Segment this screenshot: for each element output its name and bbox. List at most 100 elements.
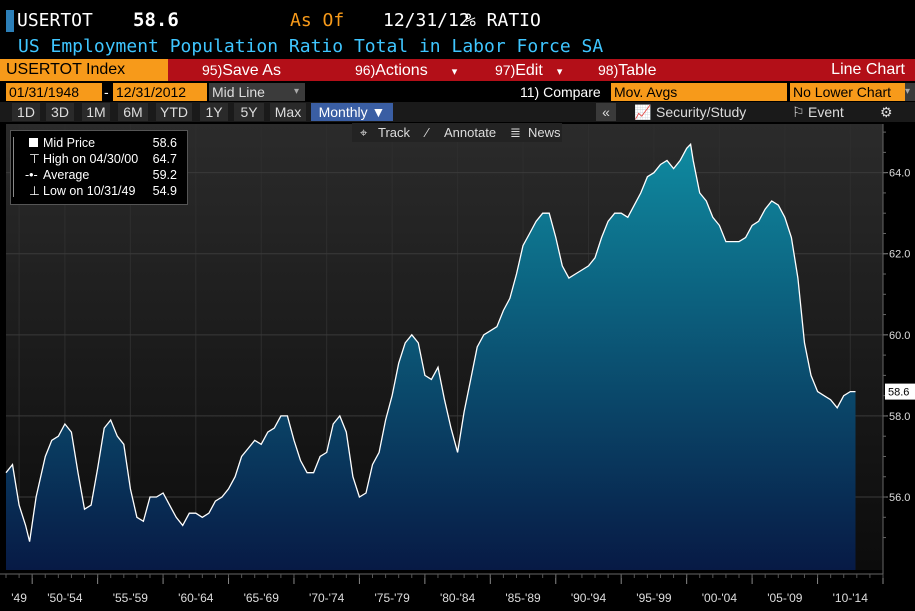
last-value-marker: 58.6 [885,383,915,400]
track-button[interactable]: Track [378,125,411,140]
y-axis-band [883,124,915,570]
menu-label: Edit [515,62,543,79]
collapse-icon[interactable]: « [596,103,616,121]
series-area [6,144,856,571]
chevron-down-icon: ▾ [556,66,563,78]
x-tick-label: '10-'14 [833,591,869,605]
legend-bracket [13,137,22,197]
legend-label: Low on 10/31/49 [43,184,136,198]
x-tick-label: '85-'89 [505,591,541,605]
legend-value: 59.2 [152,168,177,182]
x-tick-label: '75-'79 [375,591,411,605]
x-axis: '49 '50-'54 '55-'59 '60-'64 '65-'69 '70-'74 '7… [5,574,884,605]
x-tick-label: '50-'54 [47,591,83,605]
security-field[interactable]: USERTOT Index [0,59,168,81]
y-tick-label: 64.0 [889,168,910,180]
low-marker-icon: ⊥ [29,184,40,198]
security-header: USERTOT 58.6 As Of 12/31/12 % RATIO [0,8,915,34]
period-6m[interactable]: 6M [118,103,148,121]
security-study-button[interactable]: Security/Study [656,104,747,120]
period-max[interactable]: Max [270,103,306,121]
menu-edit[interactable]: 97)Edit ▾ [495,59,562,83]
x-tick-label: '05-'09 [767,591,803,605]
menu-number: 96) [355,62,376,78]
high-marker-icon: ⊤ [29,152,40,166]
menu-actions[interactable]: 96)Actions ▾ [355,59,457,83]
period-1d[interactable]: 1D [12,103,40,121]
legend-item-high: ⊤ High on 04/30/00 64.7 [15,151,183,167]
menu-number: 97) [495,62,516,78]
function-toolbar: USERTOT Index 95)Save As 96)Actions ▾ 97)… [0,59,915,81]
chevron-down-icon[interactable]: ▾ [905,83,915,101]
event-button[interactable]: Event [808,104,844,120]
chart-line-icon: 📈 [634,104,652,120]
legend-label: High on 04/30/00 [43,152,139,166]
menu-number: 98) [598,62,619,78]
chart-tools: ⌖ Track ∕ Annotate ≣ News [352,123,562,142]
period-1y[interactable]: 1Y [200,103,228,121]
x-tick-label: '55-'59 [113,591,149,605]
period-5y[interactable]: 5Y [234,103,264,121]
frequency-select[interactable]: Monthly ▼ [311,103,393,121]
news-button[interactable]: News [528,125,561,140]
period-bar: 1D 3D 1M 6M YTD 1Y 5Y Max Monthly ▼ « 📈 … [0,102,915,122]
unit-label: % RATIO [465,10,541,31]
legend-item-low: ⊥ Low on 10/31/49 54.9 [15,183,183,199]
security-description: US Employment Population Ratio Total in … [18,36,604,57]
x-tick-label: '70-'74 [309,591,345,605]
menu-label: Actions [375,62,428,79]
x-tick-label: '90-'94 [571,591,607,605]
square-icon [29,138,38,147]
legend-item-mid-price: Mid Price 58.6 [15,135,183,151]
legend-label: Mid Price [43,136,96,150]
x-tick-label: '80-'84 [440,591,476,605]
last-price: 58.6 [133,9,179,31]
range-separator: - [104,84,109,100]
as-of-date: 12/31/12 [383,10,470,31]
legend-value: 54.9 [152,184,177,198]
x-axis-band [0,570,915,611]
end-date-field[interactable]: 12/31/2012 [113,83,207,101]
chevron-down-icon: ▾ [451,66,458,78]
range-bar: 01/31/1948 - 12/31/2012 Mid Line ▾ 11) C… [0,83,915,101]
x-tick-label: '65-'69 [244,591,280,605]
event-icon: ⚐ [792,104,805,120]
legend-item-average: -•- Average 59.2 [15,167,183,183]
field-select[interactable]: Mid Line [209,83,305,101]
gear-icon[interactable]: ⚙ [880,104,893,120]
average-line-icon: -•- [25,168,38,182]
menu-save-as[interactable]: 95)Save As [202,59,281,82]
menu-label: Save As [222,62,281,79]
y-tick-label: 58.0 [889,411,910,423]
pencil-icon: ∕ [426,125,429,140]
compare-button[interactable]: 11) Compare [520,84,601,100]
last-value-label: 58.6 [888,387,909,399]
header-marker [6,10,14,32]
period-ytd[interactable]: YTD [156,103,192,121]
chart-legend[interactable]: Mid Price 58.6 ⊤ High on 04/30/00 64.7 -… [10,130,188,205]
chart-type-label[interactable]: Line Chart [831,61,905,78]
period-3d[interactable]: 3D [46,103,74,121]
y-axis: 56.0 58.0 60.0 62.0 64.0 [883,131,910,539]
series-line [5,142,856,542]
mov-avgs-field[interactable]: Mov. Avgs [611,83,787,101]
chevron-down-icon[interactable]: ▾ [293,83,305,101]
menu-number: 95) [202,62,223,78]
x-tick-label: '49 [11,591,27,605]
news-icon: ≣ [510,125,521,140]
as-of-label: As Of [290,10,345,31]
y-tick-label: 62.0 [889,249,910,261]
legend-value: 64.7 [152,152,177,166]
period-1m[interactable]: 1M [82,103,110,121]
x-tick-label: '00-'04 [702,591,738,605]
menu-table[interactable]: 98)Table [598,59,656,82]
start-date-field[interactable]: 01/31/1948 [6,83,102,101]
lower-chart-select[interactable]: No Lower Chart [790,83,906,101]
crosshair-icon: ⌖ [360,125,368,140]
last-value-box [885,383,915,400]
y-tick-label: 60.0 [889,330,910,342]
menu-label: Table [618,62,657,79]
annotate-button[interactable]: Annotate [444,125,497,140]
legend-label: Average [43,168,90,182]
